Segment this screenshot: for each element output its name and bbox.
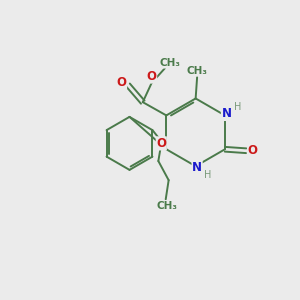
Text: CH₃: CH₃	[187, 66, 208, 76]
Text: O: O	[248, 144, 258, 157]
Text: CH₃: CH₃	[157, 201, 178, 211]
Text: N: N	[221, 107, 231, 120]
Text: O: O	[156, 137, 166, 150]
Text: H: H	[234, 102, 241, 112]
Text: H: H	[204, 170, 212, 180]
Text: N: N	[192, 161, 202, 174]
Text: CH₃: CH₃	[160, 58, 181, 68]
Text: O: O	[117, 76, 127, 88]
Text: O: O	[147, 70, 157, 83]
